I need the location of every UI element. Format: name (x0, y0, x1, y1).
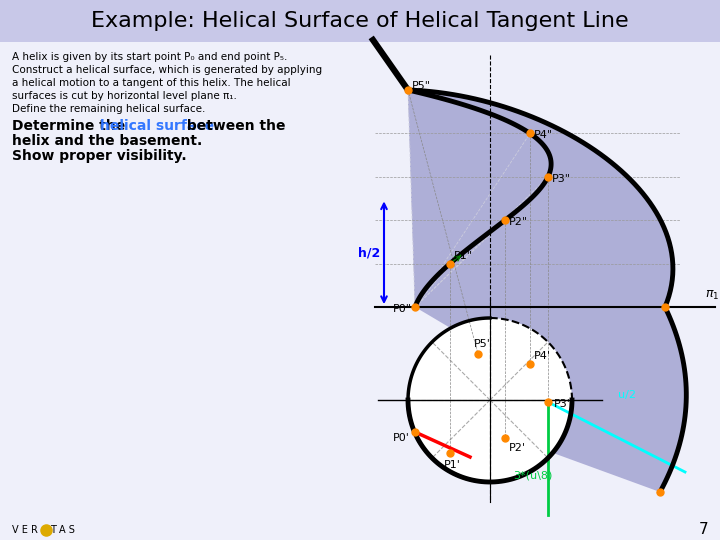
Text: Example: Helical Surface of Helical Tangent Line: Example: Helical Surface of Helical Tang… (91, 11, 629, 31)
Text: P4": P4" (534, 130, 553, 140)
Text: P3': P3' (554, 399, 571, 409)
Text: P1": P1" (454, 251, 473, 261)
Polygon shape (408, 90, 686, 492)
Text: helical surface: helical surface (100, 119, 214, 133)
Text: P1': P1' (444, 460, 461, 470)
Text: Construct a helical surface, which is generated by applying: Construct a helical surface, which is ge… (12, 65, 322, 75)
Text: T A S: T A S (50, 525, 75, 535)
Text: P5": P5" (412, 81, 431, 91)
Text: between the: between the (182, 119, 286, 133)
Circle shape (408, 318, 572, 482)
Text: P0': P0' (393, 433, 410, 443)
Text: 3*(u\8): 3*(u\8) (513, 470, 552, 480)
Text: P0": P0" (393, 304, 412, 314)
Text: helix and the basement.: helix and the basement. (12, 134, 202, 148)
Text: 7: 7 (698, 523, 708, 537)
Text: Define the remaining helical surface.: Define the remaining helical surface. (12, 104, 205, 114)
Bar (0, 0, 720, 42)
Text: Determine the: Determine the (12, 119, 130, 133)
Text: V E R: V E R (12, 525, 38, 535)
Text: P5': P5' (474, 339, 491, 349)
Text: surfaces is cut by horizontal level plane π₁.: surfaces is cut by horizontal level plan… (12, 91, 237, 101)
Text: Show proper visibility.: Show proper visibility. (12, 149, 186, 163)
Text: P4': P4' (534, 351, 551, 361)
Text: a helical motion to a tangent of this helix. The helical: a helical motion to a tangent of this he… (12, 78, 291, 88)
Text: $\pi_1$": $\pi_1$" (705, 287, 720, 302)
Text: P2': P2' (509, 443, 526, 453)
Text: P2": P2" (509, 217, 528, 227)
Text: u/2: u/2 (618, 390, 636, 400)
Text: h/2: h/2 (358, 246, 380, 259)
Text: P3": P3" (552, 174, 571, 184)
Text: A helix is given by its start point P₀ and end point P₅.: A helix is given by its start point P₀ a… (12, 52, 287, 62)
